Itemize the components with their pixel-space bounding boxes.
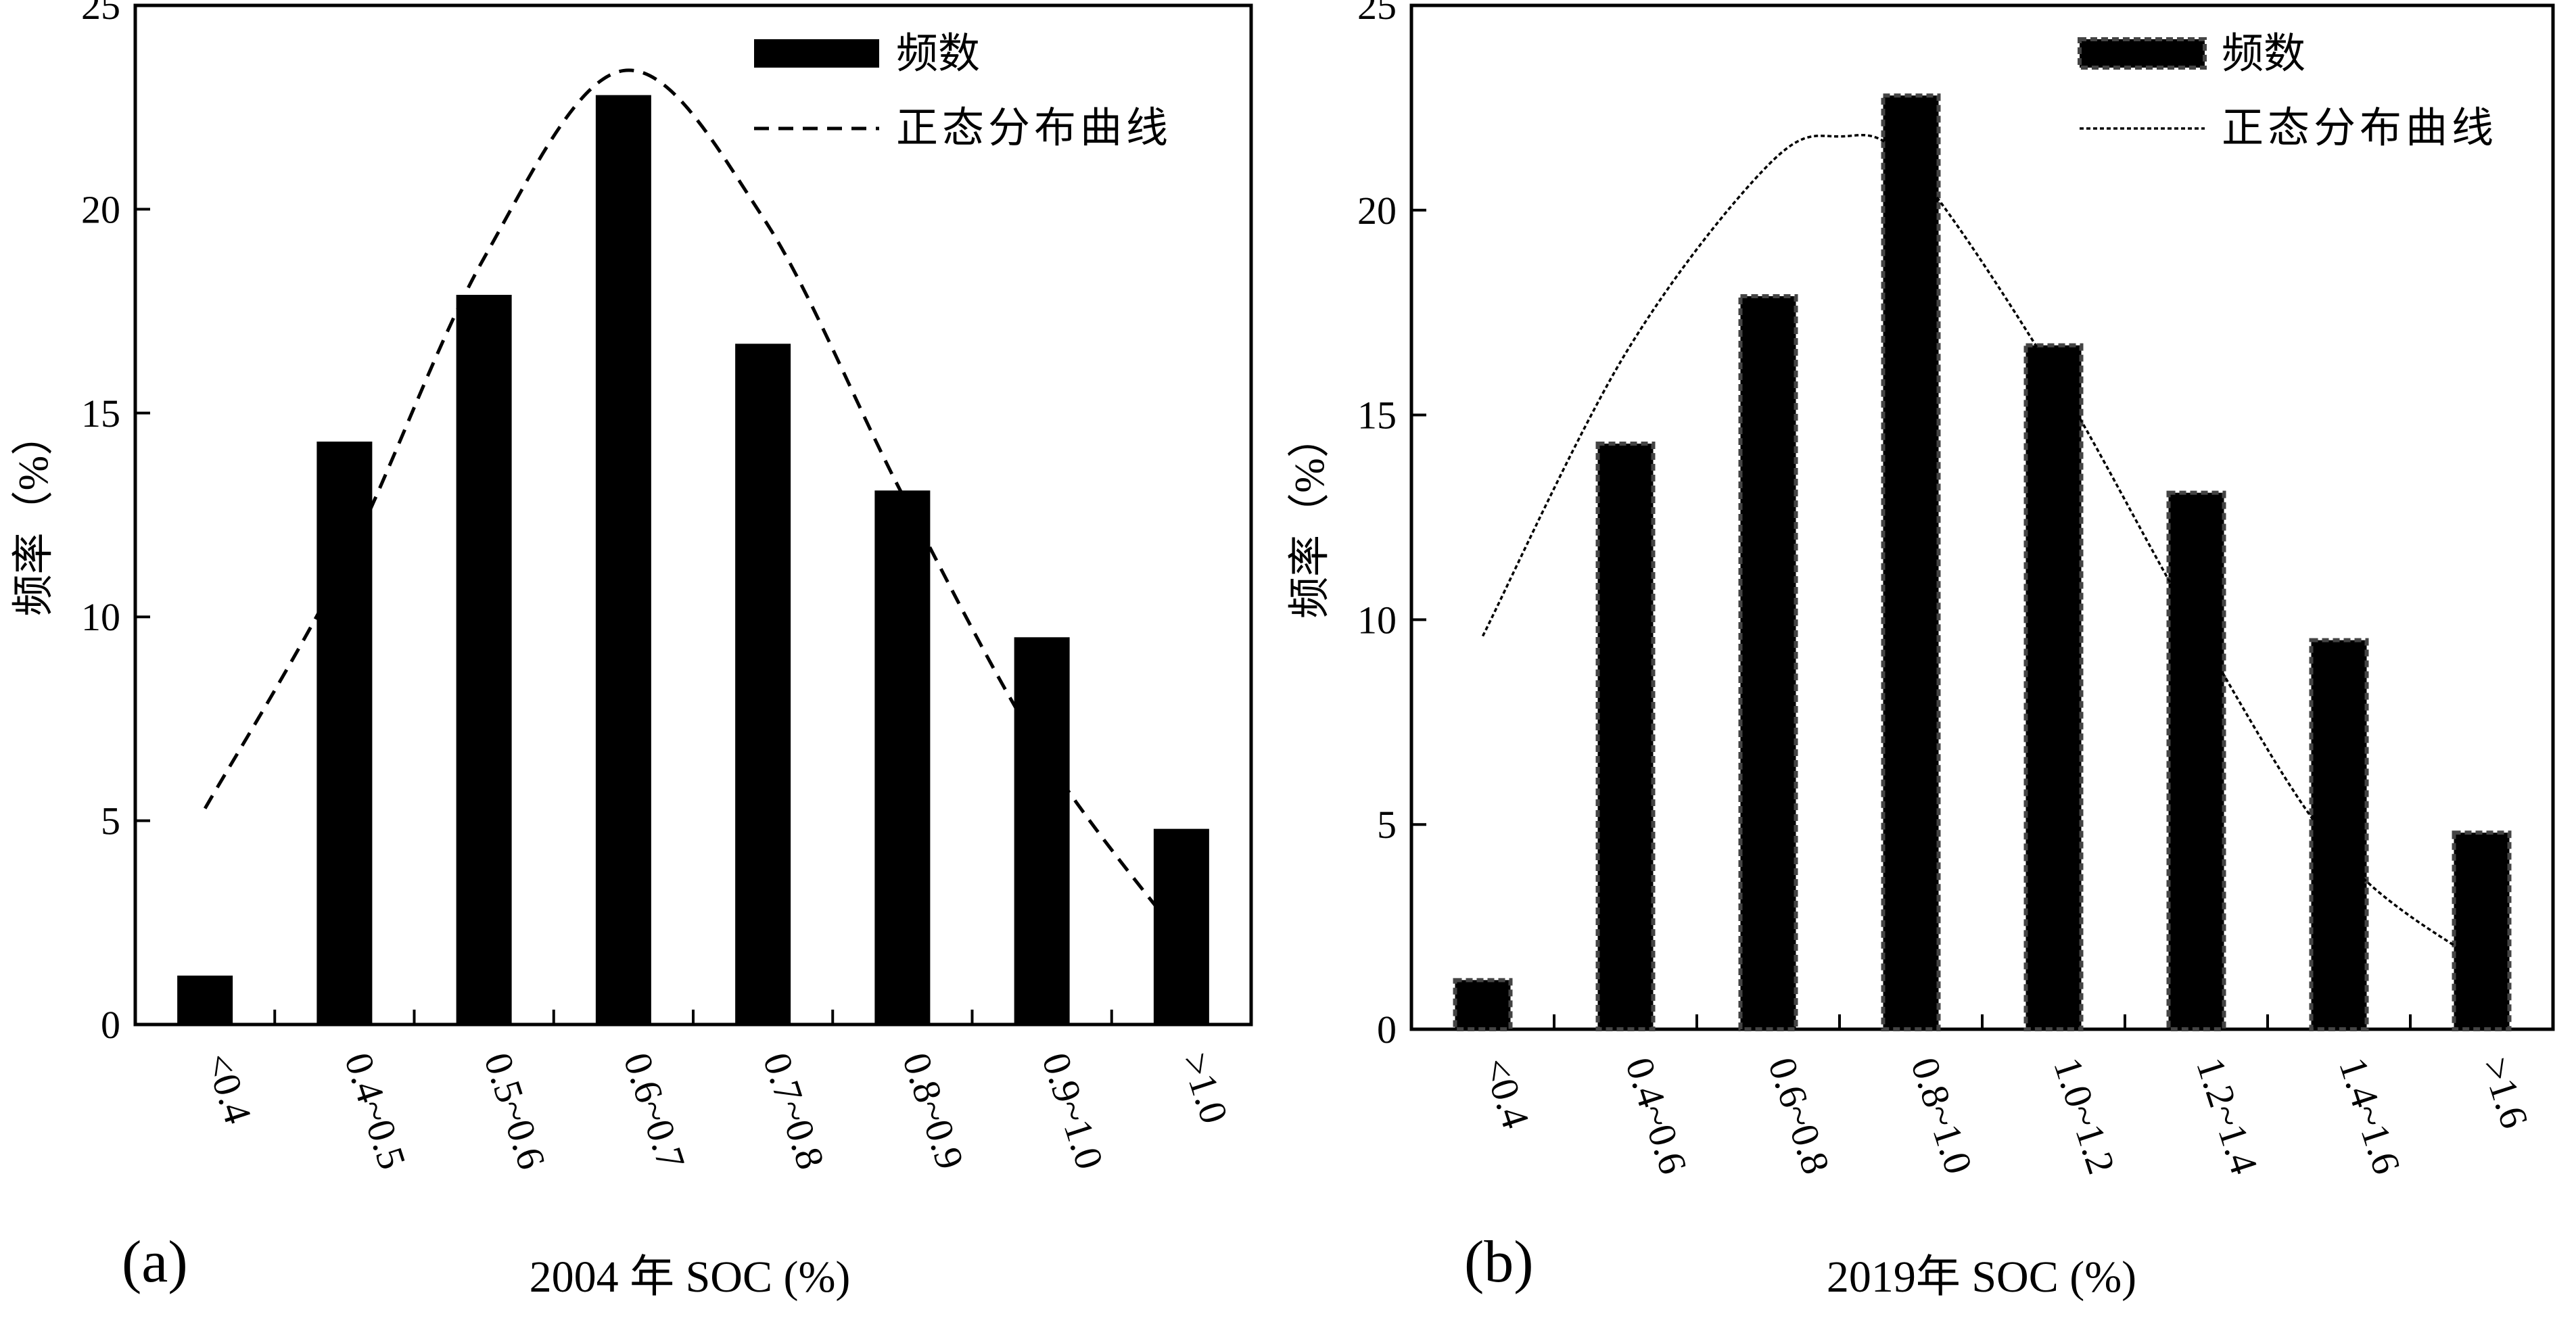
x-tick-label: >1.6 (2473, 1052, 2537, 1133)
chart-panel-b: 0 5 10 15 20 25 <0.4 0.4~0.6 0.6~0.8 0.8~1.0 1.0~1… (1287, 0, 2555, 1302)
y-axis-title: 频率（%） (11, 414, 57, 617)
bar (2166, 490, 2226, 1031)
plot-frame (1409, 3, 2555, 1031)
y-tick-label: 25 (81, 0, 120, 28)
panel-label: (b) (1464, 1229, 1534, 1295)
y-tick-label: 5 (1377, 803, 1397, 847)
legend-label-frequency: 频数 (2222, 31, 2305, 77)
chart-panel-a: 0 5 10 15 20 25 <0.4 0.4~0.5 0.5~0.6 0.6~0.7 0.7~0… (11, 0, 1253, 1302)
normal-curve-line (1481, 134, 2483, 965)
bar (2023, 343, 2084, 1031)
bar (1595, 441, 1656, 1031)
bar (1881, 93, 1941, 1031)
y-tick-label: 20 (1357, 189, 1397, 233)
x-tick-label: 0.6~0.8 (1760, 1052, 1838, 1179)
bar (2452, 830, 2512, 1031)
x-axis-title: 2019年 SOC (%) (1827, 1252, 2136, 1302)
y-tick-label: 10 (1357, 598, 1397, 642)
x-tick-label: 0.5~0.6 (475, 1048, 554, 1175)
bar (735, 344, 791, 1025)
y-tick-label: 0 (1377, 1008, 1397, 1052)
bar (456, 294, 512, 1025)
x-tick-label: 1.2~1.4 (2188, 1052, 2266, 1179)
bar (1738, 293, 1798, 1032)
panel-label: (a) (122, 1229, 188, 1295)
y-tick-label: 25 (1357, 0, 1397, 28)
bar (874, 490, 931, 1025)
legend-swatch-frequency (2078, 37, 2207, 70)
legend-swatch-frequency (754, 39, 879, 68)
x-tick-label: 0.4~0.6 (1617, 1052, 1695, 1179)
bar (1153, 828, 1209, 1025)
y-tick-label: 15 (81, 392, 120, 436)
x-tick-label: 0.9~1.0 (1033, 1048, 1112, 1175)
y-tick-label: 10 (81, 595, 120, 639)
bar (177, 975, 233, 1025)
x-tick-label: 1.0~1.2 (2045, 1052, 2124, 1179)
x-tick-label: 0.6~0.7 (615, 1048, 694, 1175)
plot-frame (133, 3, 1253, 1027)
bar (1014, 637, 1070, 1025)
legend-label-curve: 正态分布曲线 (896, 105, 1172, 151)
x-axis-title: 2004 年 SOC (%) (530, 1252, 851, 1302)
x-tick-label: 0.8~1.0 (1902, 1052, 1981, 1179)
bar (317, 441, 373, 1025)
bar (2309, 638, 2369, 1031)
x-tick-label: 0.8~0.9 (894, 1048, 973, 1175)
x-tick-label: <0.4 (1474, 1052, 1538, 1133)
x-tick-label: 0.4~0.5 (336, 1048, 415, 1175)
y-tick-label: 20 (81, 187, 120, 231)
legend-label-frequency: 频数 (896, 31, 980, 77)
bar (1453, 978, 1513, 1031)
x-tick-label: 1.4~1.6 (2331, 1052, 2409, 1179)
x-tick-label: <0.4 (197, 1048, 260, 1129)
legend-label-curve: 正态分布曲线 (2222, 105, 2498, 151)
x-tick-label: 0.7~0.8 (755, 1048, 833, 1175)
bar (595, 95, 651, 1025)
y-tick-label: 15 (1357, 394, 1397, 438)
normal-curve-line (203, 68, 1183, 940)
y-axis-title: 频率（%） (1287, 416, 1333, 619)
x-tick-label: >1.0 (1173, 1048, 1237, 1129)
y-tick-label: 5 (101, 799, 120, 843)
y-tick-label: 0 (101, 1003, 120, 1047)
